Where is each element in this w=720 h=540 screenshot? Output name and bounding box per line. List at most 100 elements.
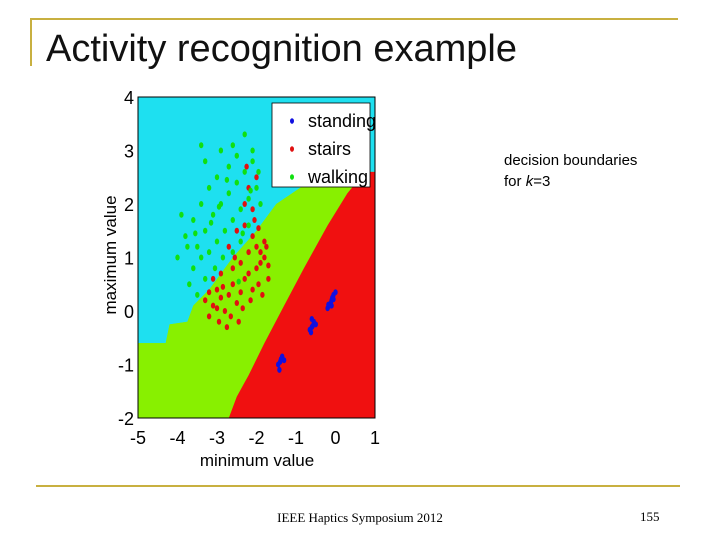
x-tick-label: -4 <box>169 428 185 448</box>
point-stairs <box>214 286 220 293</box>
point-stairs <box>242 275 247 282</box>
point-stairs <box>254 265 259 272</box>
region-walking <box>138 171 375 418</box>
footer-text: IEEE Haptics Symposium 2012 <box>277 510 443 525</box>
annotation-line2: for k=3 <box>504 171 637 192</box>
point-stairs <box>246 270 251 277</box>
point-stairs <box>258 249 263 256</box>
x-tick-label: -2 <box>248 428 264 448</box>
point-standing <box>309 316 314 322</box>
point-walking <box>246 195 251 202</box>
point-walking <box>256 168 261 175</box>
point-walking <box>250 147 255 154</box>
point-walking <box>199 201 204 207</box>
point-stairs <box>216 318 222 325</box>
y-tick-label: 3 <box>124 142 134 162</box>
y-axis-label: maximum value <box>101 195 120 314</box>
point-walking <box>236 278 241 285</box>
legend-label-standing: standing <box>308 111 376 131</box>
legend-marker-stairs <box>290 146 294 152</box>
point-walking <box>226 190 231 197</box>
legend-marker-standing <box>290 118 294 124</box>
tick-labels: -5 -4 -3 -2 -1 0 1 4 3 2 1 0 -1 -2 <box>118 88 380 448</box>
point-walking <box>248 187 253 194</box>
point-stairs <box>256 281 261 288</box>
point-walking <box>214 238 220 245</box>
point-walking <box>195 243 200 250</box>
page-number: 155 <box>640 509 660 524</box>
point-walking <box>203 227 208 234</box>
point-walking <box>218 147 224 154</box>
point-stairs <box>234 227 239 234</box>
point-standing <box>276 361 281 368</box>
point-stairs <box>252 217 257 223</box>
point-walking <box>222 227 228 234</box>
slide-title: Activity recognition example <box>46 28 517 70</box>
point-stairs <box>240 305 245 312</box>
point-walking <box>226 163 231 170</box>
annotation-prefix: for <box>504 173 526 190</box>
point-standing <box>281 357 287 364</box>
point-walking <box>208 219 214 226</box>
slide-frame-bottom <box>36 485 680 487</box>
y-tick-label: 1 <box>124 249 134 269</box>
legend-box <box>271 102 371 188</box>
point-walking <box>175 254 180 261</box>
point-stairs <box>254 243 259 250</box>
point-standing <box>313 321 318 328</box>
slide-frame-top <box>30 18 678 20</box>
point-walking <box>183 233 188 240</box>
point-walking <box>238 238 243 245</box>
point-stairs <box>210 302 216 309</box>
point-walking <box>193 230 198 237</box>
point-stairs <box>210 275 216 282</box>
point-standing <box>326 301 331 308</box>
point-stairs <box>226 243 231 250</box>
point-walking <box>216 203 222 210</box>
data-points <box>175 131 338 373</box>
point-stairs <box>218 270 224 277</box>
point-standing <box>277 366 282 373</box>
region-stairs <box>228 171 375 418</box>
point-stairs <box>236 318 241 325</box>
point-walking <box>206 249 212 256</box>
legend: standing stairs walking <box>271 102 376 188</box>
point-stairs <box>258 259 263 266</box>
x-tick-label: -3 <box>209 428 225 448</box>
x-tick-label: 1 <box>370 428 380 448</box>
point-walking <box>242 168 247 175</box>
point-walking <box>195 291 200 298</box>
annotation-eq: =3 <box>533 173 551 190</box>
point-stairs <box>203 297 208 304</box>
point-walking <box>185 243 190 250</box>
point-stairs <box>206 313 212 320</box>
point-walking <box>212 265 218 272</box>
point-stairs <box>242 201 247 207</box>
point-walking <box>179 211 184 218</box>
point-stairs <box>264 243 269 250</box>
y-tick-label: -1 <box>118 356 134 376</box>
point-walking <box>206 184 212 191</box>
y-tick-label: 2 <box>124 195 134 215</box>
point-walking <box>242 131 247 138</box>
point-walking <box>191 217 196 223</box>
point-walking <box>238 206 243 213</box>
point-stairs <box>260 291 265 298</box>
point-standing <box>331 296 336 303</box>
point-walking <box>230 249 235 256</box>
point-stairs <box>242 222 247 229</box>
y-tick-label: -2 <box>118 409 134 429</box>
point-walking <box>203 275 208 282</box>
point-walking <box>203 158 208 165</box>
point-walking <box>191 265 196 272</box>
point-walking <box>230 217 235 223</box>
plot-frame <box>137 96 376 419</box>
point-stairs <box>224 324 230 331</box>
point-stairs <box>228 313 233 320</box>
point-stairs <box>234 300 239 306</box>
point-walking <box>214 174 220 181</box>
point-stairs <box>250 233 255 240</box>
point-walking <box>220 254 226 261</box>
x-tick-label: 0 <box>330 428 340 448</box>
